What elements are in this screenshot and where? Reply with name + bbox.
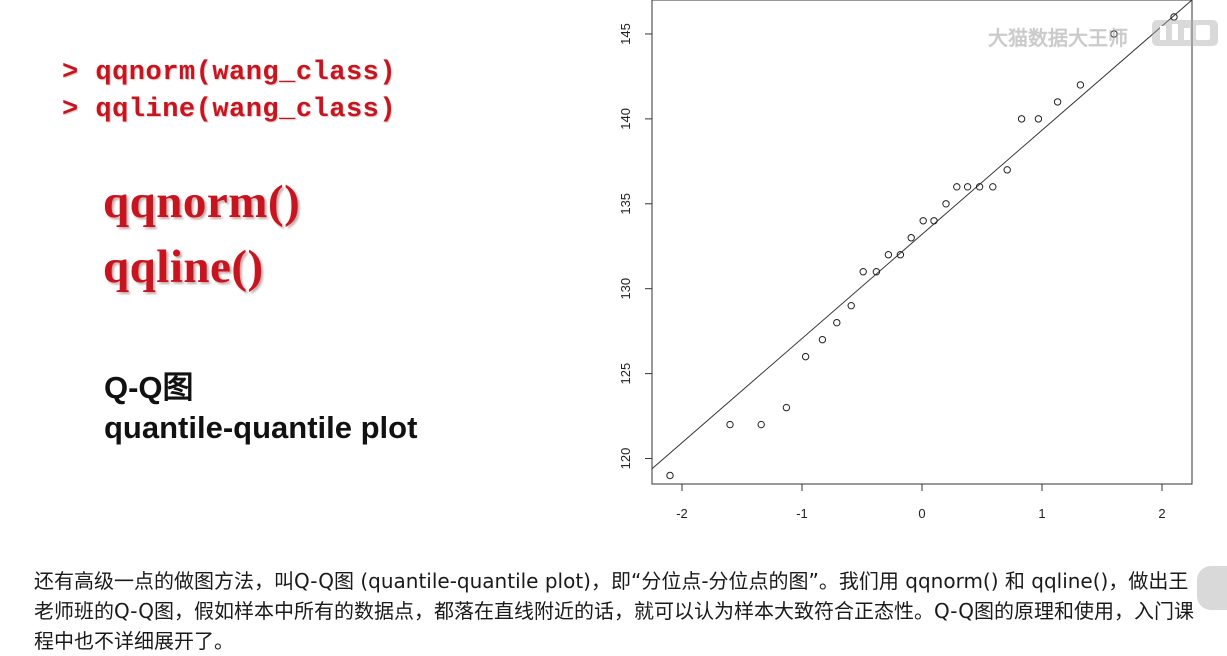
y-tick-label: 120 <box>618 448 633 470</box>
function-qqline: qqline() <box>103 241 264 293</box>
data-point <box>666 471 674 480</box>
data-point <box>953 183 961 191</box>
data-point <box>975 183 984 191</box>
x-tick-label: 2 <box>1158 506 1165 521</box>
data-point <box>896 251 905 259</box>
y-tick-label: 135 <box>618 193 633 215</box>
data-point <box>1053 98 1062 106</box>
data-point <box>833 318 841 327</box>
data-point <box>872 268 881 276</box>
data-point <box>859 268 867 276</box>
data-point <box>1170 13 1178 21</box>
data-point <box>801 352 810 361</box>
data-point <box>930 217 938 225</box>
data-point <box>1110 30 1118 38</box>
watermark-logo-icon <box>1152 20 1218 46</box>
data-point <box>989 183 997 191</box>
data-point <box>963 183 972 191</box>
data-point <box>1003 166 1011 174</box>
data-point <box>757 420 765 429</box>
qq-subtitle: quantile-quantile plot <box>104 410 418 445</box>
data-point <box>884 251 893 259</box>
data-point <box>919 217 927 225</box>
data-point <box>1017 115 1026 123</box>
data-point <box>1076 81 1085 89</box>
x-tick-label: -2 <box>676 506 688 521</box>
data-point <box>1034 115 1043 123</box>
y-tick-label: 125 <box>618 363 633 385</box>
qq-title: Q-Q图 <box>104 370 194 405</box>
side-panel-tab-icon[interactable] <box>1197 566 1227 610</box>
data-point <box>818 335 827 344</box>
data-point <box>942 200 950 208</box>
data-point <box>847 301 855 310</box>
x-tick-label: -1 <box>796 506 808 521</box>
code-line-qqline: > qqline(wang_class) <box>62 95 397 125</box>
caption-text: 还有高级一点的做图方法，叫Q-Q图 (quantile-quantile plo… <box>34 569 1194 653</box>
data-point <box>782 403 791 412</box>
qq-plot: -2 -1 0 1 2 120 125 130 135 140 145 <box>600 0 1227 530</box>
y-tick-label: 130 <box>618 278 633 300</box>
qq-plot-svg: -2 -1 0 1 2 120 125 130 135 140 145 <box>618 0 1193 521</box>
code-line-qqnorm: > qqnorm(wang_class) <box>62 58 397 88</box>
plot-frame <box>651 0 1193 485</box>
y-tick-label: 140 <box>618 108 633 130</box>
function-qqnorm: qqnorm() <box>103 176 301 228</box>
x-tick-label: 1 <box>1038 506 1045 521</box>
data-point <box>726 420 734 429</box>
x-tick-label: 0 <box>918 506 925 521</box>
qqline-reference-line <box>651 0 1193 470</box>
watermark: 大猫数据大王师 <box>988 26 1128 50</box>
data-point <box>907 234 915 242</box>
y-tick-label: 145 <box>618 23 633 45</box>
